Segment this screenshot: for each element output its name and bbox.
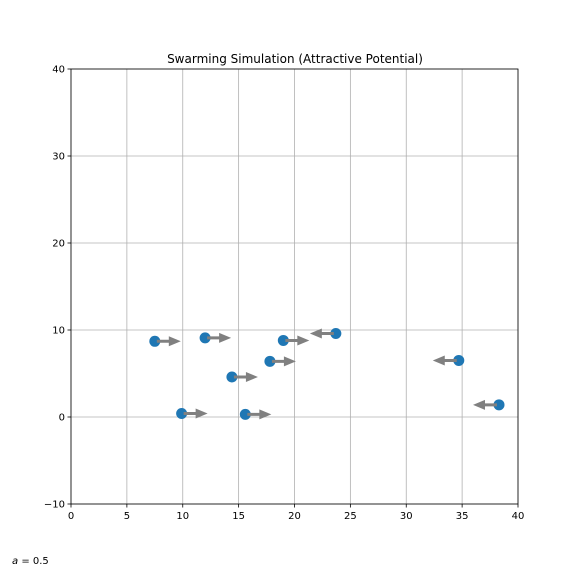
velocity-arrow [247,409,272,420]
agent-point [149,335,161,347]
velocity-arrow [432,355,457,366]
x-tick-label: 5 [124,511,130,522]
x-tick-label: 40 [512,511,525,522]
velocity-arrow [156,336,181,347]
velocity-arrow [309,328,334,339]
x-tick-label: 15 [232,511,245,522]
y-tick-label: 10 [52,326,65,337]
velocity-arrow [207,332,232,343]
velocity-arrow [473,399,498,410]
agent-point [199,332,211,344]
x-tick-label: 35 [456,511,469,522]
agent-point [264,355,276,367]
agent-point [453,354,465,366]
agent-point [493,399,505,411]
agent-point [277,334,289,346]
velocity-arrow [183,408,208,419]
y-tick-label: 0 [59,413,65,424]
parameter-annotation: a = 0.5 [12,556,49,567]
x-tick-label: 25 [344,511,357,522]
y-tick-label: 20 [52,239,65,250]
x-tick-label: 20 [288,511,301,522]
velocity-arrow [285,335,310,346]
chart-title: Swarming Simulation (Attractive Potentia… [167,52,423,66]
x-tick-label: 30 [400,511,413,522]
x-tick-label: 10 [176,511,189,522]
y-tick-label: −10 [44,500,65,511]
y-tick-label: 30 [52,152,65,163]
y-tick-label: 40 [52,65,65,76]
agent-point [176,408,188,420]
velocity-arrow [233,371,258,382]
velocity-arrow [271,356,296,367]
agent-point [239,408,251,420]
agent-point [226,371,238,383]
x-tick-label: 0 [68,511,74,522]
agent-point [330,327,342,339]
